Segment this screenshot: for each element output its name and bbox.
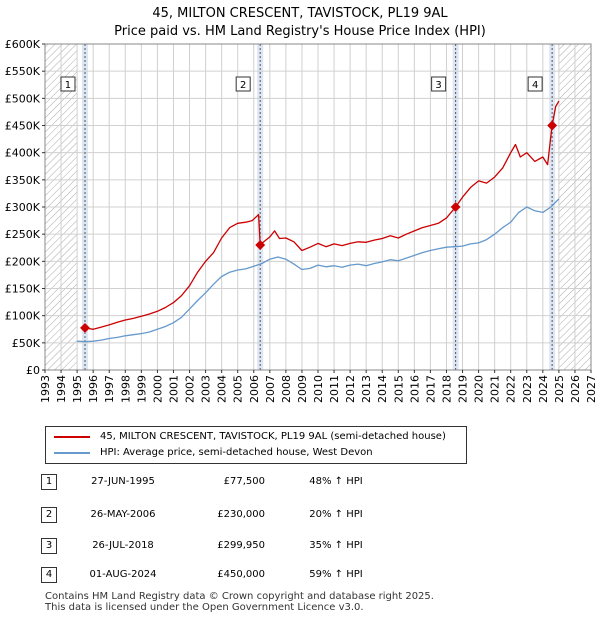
sale-number-badge: 1 — [41, 474, 57, 490]
x-tick-label: 2009 — [296, 375, 309, 403]
sale-label-box — [527, 76, 543, 92]
x-tick-label: 2018 — [440, 375, 453, 403]
sale-label-number: 3 — [435, 80, 441, 91]
footer-licence: This data is licensed under the Open Gov… — [45, 602, 364, 613]
x-tick-label: 1997 — [103, 375, 116, 403]
y-tick-label: £400K — [5, 147, 41, 160]
sale-hpi-change: 20% ↑ HPI — [309, 509, 363, 520]
sale-label-box — [235, 76, 251, 92]
sale-number-badge: 3 — [41, 538, 57, 554]
x-tick-label: 1996 — [87, 375, 100, 403]
table-row: 2 26-MAY-2006 £230,000 20% ↑ HPI — [0, 506, 600, 524]
x-tick-label: 2003 — [200, 375, 213, 403]
sale-label-number: 1 — [65, 80, 71, 91]
sale-number-badge: 4 — [41, 567, 57, 583]
x-tick-label: 2022 — [505, 375, 518, 403]
sale-price: £77,500 — [223, 476, 265, 487]
x-tick-label: 2014 — [376, 375, 389, 403]
sale-number-badge: 2 — [41, 507, 57, 523]
x-tick-label: 2008 — [280, 375, 293, 403]
x-tick-label: 2026 — [569, 375, 582, 403]
x-tick-label: 1999 — [135, 375, 148, 403]
x-tick-label: 1998 — [119, 375, 132, 403]
x-tick-label: 2005 — [232, 375, 245, 403]
legend-red-label: 45, MILTON CRESCENT, TAVISTOCK, PL19 9AL… — [100, 431, 446, 442]
x-tick-label: 2012 — [344, 375, 357, 403]
x-tick-label: 2019 — [457, 375, 470, 403]
sale-label-number: 4 — [532, 80, 538, 91]
y-tick-label: £50K — [12, 337, 41, 350]
x-tick-label: 2016 — [408, 375, 421, 403]
x-tick-label: 2023 — [521, 375, 534, 403]
y-tick-label: £100K — [5, 310, 41, 323]
x-tick-label: 2017 — [424, 375, 437, 403]
x-tick-label: 2015 — [392, 375, 405, 403]
sale-label-box — [60, 76, 76, 92]
chart-subtitle: Price paid vs. HM Land Registry's House … — [114, 24, 486, 39]
legend-blue-label: HPI: Average price, semi-detached house,… — [100, 447, 373, 458]
sale-hpi-change: 48% ↑ HPI — [309, 476, 363, 487]
sale-hpi-change: 59% ↑ HPI — [309, 569, 363, 580]
x-tick-label: 2020 — [473, 375, 486, 403]
sale-date: 26-JUL-2018 — [92, 540, 154, 551]
x-tick-label: 2006 — [248, 375, 261, 403]
sale-point — [547, 120, 558, 131]
y-tick-label: £0 — [26, 364, 40, 377]
x-tick-label: 2024 — [537, 375, 550, 403]
table-row: 3 26-JUL-2018 £299,950 35% ↑ HPI — [0, 537, 600, 555]
sale-price: £450,000 — [217, 569, 265, 580]
x-tick-label: 2013 — [360, 375, 373, 403]
x-tick-label: 2007 — [264, 375, 277, 403]
x-tick-label: 2025 — [553, 375, 566, 403]
sale-label-box — [431, 76, 447, 92]
y-tick-label: £450K — [5, 120, 41, 133]
sale-date: 27-JUN-1995 — [91, 476, 155, 487]
x-tick-label: 2021 — [489, 375, 502, 403]
x-tick-label: 1995 — [71, 375, 84, 403]
table-row: 1 27-JUN-1995 £77,500 48% ↑ HPI — [0, 473, 600, 491]
legend-blue-line — [54, 452, 90, 454]
sale-date: 01-AUG-2024 — [89, 569, 157, 580]
sale-point — [80, 322, 90, 333]
sale-date: 26-MAY-2006 — [90, 509, 156, 520]
sale-point — [450, 202, 461, 212]
chart-title: 45, MILTON CRESCENT, TAVISTOCK, PL19 9AL — [152, 6, 448, 21]
x-tick-label: 2000 — [151, 375, 164, 403]
hpi-line — [77, 198, 560, 343]
legend-red-line — [54, 436, 90, 438]
x-tick-label: 2001 — [167, 375, 180, 403]
y-tick-label: £150K — [5, 283, 41, 296]
y-tick-label: £200K — [5, 255, 41, 268]
x-tick-label: 2027 — [585, 375, 598, 403]
x-tick-label: 2002 — [184, 375, 197, 403]
x-tick-label: 2004 — [216, 375, 229, 403]
x-tick-label: 1993 — [39, 375, 52, 403]
x-tick-label: 2010 — [312, 375, 325, 403]
y-tick-label: £500K — [5, 92, 41, 105]
y-tick-label: £250K — [5, 228, 41, 241]
price-chart: 1 2 3 4 £0 £50K £100K £150K £200K £250K £300K £350… — [5, 38, 598, 403]
table-row: 4 01-AUG-2024 £450,000 59% ↑ HPI — [0, 566, 600, 584]
sale-hpi-change: 35% ↑ HPI — [309, 540, 363, 551]
y-tick-label: £300K — [5, 201, 41, 214]
sale-label-number: 2 — [240, 80, 246, 91]
property-price-line — [84, 100, 560, 330]
sale-price: £230,000 — [217, 509, 265, 520]
x-tick-label: 2011 — [328, 375, 341, 403]
footer-copyright: Contains HM Land Registry data © Crown c… — [45, 591, 434, 602]
sale-price: £299,950 — [217, 540, 265, 551]
sale-point — [255, 240, 266, 250]
y-tick-label: £350K — [5, 174, 41, 187]
y-tick-label: £600K — [5, 38, 41, 51]
legend: 45, MILTON CRESCENT, TAVISTOCK, PL19 9AL… — [45, 426, 467, 464]
y-tick-label: £550K — [5, 65, 41, 78]
x-tick-label: 1994 — [55, 375, 68, 403]
